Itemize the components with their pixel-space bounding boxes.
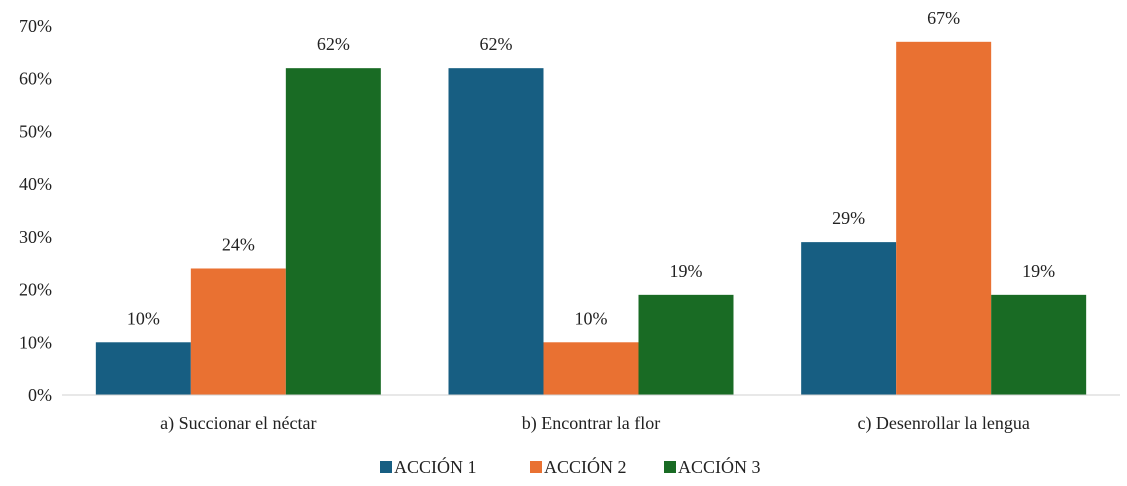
data-labels: 10% 24% 62% 62% 10% 19% 29% 67% 19% xyxy=(127,8,1055,328)
y-tick-label: 70% xyxy=(19,16,52,36)
y-tick-label: 40% xyxy=(19,174,52,194)
data-label: 19% xyxy=(1022,261,1055,281)
legend-item: ACCIÓN 1 xyxy=(380,456,477,477)
x-axis: a) Succionar el néctar b) Encontrar la fl… xyxy=(160,413,1030,434)
legend-item: ACCIÓN 3 xyxy=(664,456,761,477)
bar xyxy=(991,294,1087,395)
bar xyxy=(801,242,897,395)
y-tick-label: 50% xyxy=(19,121,52,141)
data-label: 67% xyxy=(927,8,960,28)
bar xyxy=(896,41,992,396)
y-tick-label: 0% xyxy=(28,385,52,405)
data-label: 19% xyxy=(670,261,703,281)
legend-item: ACCIÓN 2 xyxy=(530,456,627,477)
bars xyxy=(95,41,1087,396)
data-label: 24% xyxy=(222,234,255,254)
legend-label: ACCIÓN 1 xyxy=(394,456,477,477)
data-label: 10% xyxy=(127,308,160,328)
data-label: 10% xyxy=(575,308,608,328)
y-tick-label: 60% xyxy=(19,69,52,89)
x-tick-label: b) Encontrar la flor xyxy=(522,413,660,434)
legend-swatch xyxy=(664,461,676,473)
bar xyxy=(190,268,286,395)
y-tick-label: 30% xyxy=(19,227,52,247)
bar xyxy=(448,68,544,396)
data-label: 62% xyxy=(480,34,513,54)
bar xyxy=(95,342,191,395)
bar xyxy=(638,294,734,395)
y-axis: 0% 10% 20% 30% 40% 50% 60% 70% xyxy=(19,16,52,405)
data-label: 29% xyxy=(832,208,865,228)
data-label: 62% xyxy=(317,34,350,54)
legend: ACCIÓN 1 ACCIÓN 2 ACCIÓN 3 xyxy=(380,456,761,477)
bar xyxy=(285,68,381,396)
legend-swatch xyxy=(380,461,392,473)
y-tick-label: 20% xyxy=(19,280,52,300)
y-tick-label: 10% xyxy=(19,332,52,352)
legend-label: ACCIÓN 3 xyxy=(678,456,761,477)
bar xyxy=(543,342,639,395)
legend-swatch xyxy=(530,461,542,473)
x-tick-label: a) Succionar el néctar xyxy=(160,413,316,434)
x-tick-label: c) Desenrollar la lengua xyxy=(857,413,1029,434)
legend-label: ACCIÓN 2 xyxy=(544,456,627,477)
